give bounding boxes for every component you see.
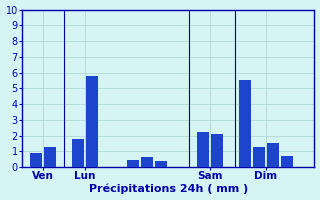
Bar	[141, 157, 153, 167]
Bar	[30, 153, 42, 167]
Bar	[155, 161, 167, 167]
Bar	[72, 139, 84, 167]
Bar	[281, 156, 292, 167]
Bar	[211, 134, 223, 167]
Bar	[86, 76, 98, 167]
Bar	[127, 160, 139, 167]
Bar	[239, 80, 251, 167]
Bar	[267, 143, 279, 167]
Bar	[197, 132, 209, 167]
Bar	[44, 147, 56, 167]
Bar	[253, 147, 265, 167]
X-axis label: Précipitations 24h ( mm ): Précipitations 24h ( mm )	[89, 184, 248, 194]
